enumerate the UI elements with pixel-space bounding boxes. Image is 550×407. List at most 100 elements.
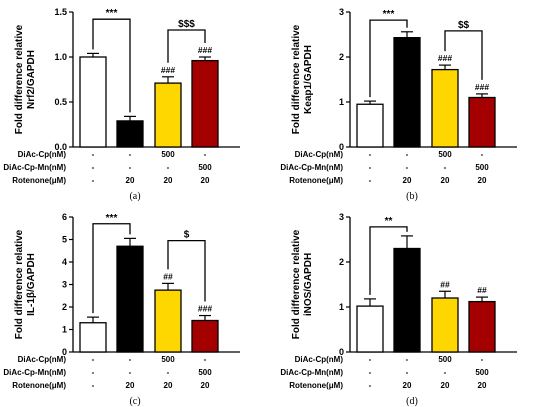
- y-tick-label: 0: [339, 347, 344, 357]
- condition-value: -: [369, 163, 372, 172]
- condition-value: -: [481, 355, 484, 364]
- condition-value: -: [92, 163, 95, 172]
- bar-4: [191, 59, 219, 148]
- condition-value: 500: [161, 355, 175, 364]
- condition-value: 20: [403, 381, 412, 390]
- condition-value: -: [92, 368, 95, 377]
- condition-value: 20: [201, 176, 210, 185]
- condition-value: 500: [198, 163, 212, 172]
- y-tick-label: 1: [62, 325, 67, 335]
- bracket-label: **: [385, 216, 393, 227]
- panel-caption: (b): [406, 191, 418, 202]
- y-axis-label-line: Nrf2/GAPDH: [26, 50, 37, 109]
- chart-panel-4: 0 1 2 3 Fold difference relativeiNOS/GAPDH ##…: [280, 212, 517, 407]
- y-axis-label: Fold difference relativeiNOS/GAPDH: [291, 229, 314, 339]
- bracket-label: ***: [383, 9, 395, 20]
- bar-2: [393, 37, 421, 148]
- condition-label: DiAc-Cp(nM): [295, 150, 344, 159]
- condition-value: -: [369, 381, 372, 390]
- significance-bracket: [92, 223, 131, 314]
- significance-bracket: [444, 30, 483, 80]
- condition-value: -: [129, 355, 132, 364]
- y-tick-label: 0.5: [54, 97, 67, 107]
- bracket-label: $$: [458, 20, 470, 31]
- condition-value: -: [167, 368, 170, 377]
- bar-2: [116, 120, 144, 148]
- condition-value: -: [129, 368, 132, 377]
- y-tick-label: 1: [339, 302, 344, 312]
- y-axis-label-line: Keap1/GAPDH: [303, 45, 314, 114]
- condition-value: -: [369, 176, 372, 185]
- bar-2: [393, 247, 421, 353]
- chart-panel-2: 0 1 2 3 Fold difference relativeKeap1/GAPDH #…: [280, 7, 517, 202]
- bar-3: [154, 82, 182, 148]
- bracket-label: $$$: [178, 19, 195, 30]
- condition-value: -: [481, 150, 484, 159]
- condition-value: 500: [438, 355, 452, 364]
- significance-mark: ###: [198, 304, 212, 314]
- condition-label: DiAc-Cp(nM): [295, 355, 344, 364]
- condition-value: 20: [478, 381, 487, 390]
- condition-value: 500: [475, 163, 489, 172]
- y-tick-label: 3: [339, 7, 344, 17]
- condition-value: -: [92, 150, 95, 159]
- condition-value: 500: [161, 150, 175, 159]
- y-tick-label: 4: [62, 257, 67, 267]
- condition-label: DiAc-Cp(nM): [18, 150, 67, 159]
- condition-value: 500: [438, 150, 452, 159]
- condition-value: 20: [441, 176, 450, 185]
- condition-value: -: [406, 368, 409, 377]
- significance-mark: ##: [163, 271, 173, 281]
- condition-value: -: [406, 150, 409, 159]
- y-tick-label: 3: [62, 280, 67, 290]
- condition-value: -: [92, 176, 95, 185]
- significance-bracket: [369, 226, 408, 295]
- y-axis-label: Fold difference relativeNrf2/GAPDH: [14, 24, 37, 134]
- condition-value: -: [167, 163, 170, 172]
- y-axis-label-line: Fold difference relative: [14, 24, 25, 134]
- bar-4: [191, 319, 219, 353]
- y-axis-label: Fold difference relativeIL-1β/GAPDH: [14, 229, 37, 339]
- condition-label: Rotenone(μM): [289, 381, 343, 390]
- y-tick-label: 5: [62, 235, 67, 245]
- condition-value: -: [204, 355, 207, 364]
- condition-value: -: [129, 163, 132, 172]
- condition-value: 20: [403, 176, 412, 185]
- bracket-label: ***: [106, 8, 118, 19]
- condition-value: -: [92, 355, 95, 364]
- panel-caption: (a): [129, 191, 140, 202]
- significance-mark: ###: [438, 53, 452, 63]
- condition-label: Rotenone(μM): [289, 176, 343, 185]
- y-axis-label-line: iNOS/GAPDH: [303, 253, 314, 316]
- significance-mark: ###: [475, 82, 489, 92]
- bar-3: [154, 289, 182, 353]
- significance-mark: ##: [477, 285, 487, 295]
- bracket-label: ***: [106, 213, 118, 224]
- significance-mark: ###: [161, 65, 175, 75]
- condition-label: DiAc-Cp(nM): [18, 355, 67, 364]
- condition-value: -: [92, 381, 95, 390]
- condition-value: 20: [126, 176, 135, 185]
- y-tick-label: 6: [62, 212, 67, 222]
- condition-value: 20: [441, 381, 450, 390]
- panel-caption: (d): [406, 396, 418, 407]
- y-tick-label: 2: [339, 52, 344, 62]
- condition-label: DiAc-Cp-Mn(nM): [280, 368, 343, 377]
- y-axis-label-line: Fold difference relative: [14, 229, 25, 339]
- significance-bracket: [92, 18, 131, 113]
- condition-value: -: [406, 163, 409, 172]
- bar-4: [468, 96, 496, 148]
- chart-panel-1: 0.0 0.5 1.0 1.5 Fold difference relativeNrf2…: [3, 7, 240, 202]
- condition-value: 500: [198, 368, 212, 377]
- condition-label: Rotenone(μM): [12, 176, 66, 185]
- bar-2: [116, 245, 144, 353]
- bar-1: [356, 305, 384, 353]
- condition-label: DiAc-Cp-Mn(nM): [280, 163, 343, 172]
- condition-value: 500: [475, 368, 489, 377]
- y-tick-label: 0: [62, 347, 67, 357]
- y-tick-label: 0: [339, 142, 344, 152]
- condition-value: -: [369, 368, 372, 377]
- condition-value: -: [369, 355, 372, 364]
- condition-value: 20: [126, 381, 135, 390]
